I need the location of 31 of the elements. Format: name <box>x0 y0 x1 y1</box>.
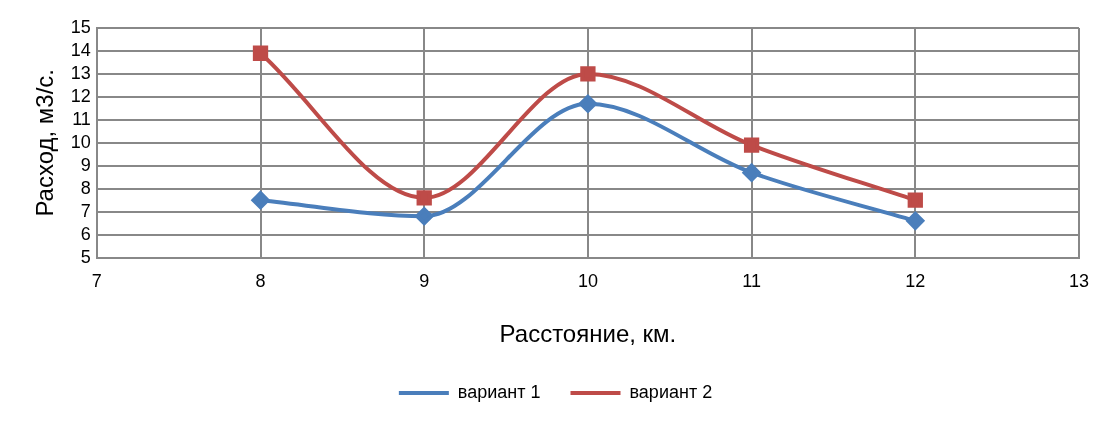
point <box>251 191 270 210</box>
y-axis-title: Расход, м3/с. <box>31 68 59 217</box>
point <box>742 163 761 182</box>
y-tick-label: 11 <box>72 108 91 129</box>
y-tick-label: 5 <box>80 246 91 267</box>
y-tick-label: 6 <box>80 223 91 244</box>
point <box>907 192 923 208</box>
y-tick-label: 12 <box>70 85 91 106</box>
x-tick-label: 10 <box>577 271 598 292</box>
y-tick-label: 15 <box>70 16 91 37</box>
x-axis-title: Расстояние, км. <box>499 320 677 348</box>
point <box>252 45 269 61</box>
point <box>906 211 925 230</box>
legend-label: вариант 2 <box>629 381 713 402</box>
x-tick-label: 12 <box>905 271 926 292</box>
legend-label: вариант 1 <box>457 381 541 402</box>
x-tick-label: 13 <box>1068 271 1089 292</box>
point <box>416 190 432 206</box>
x-tick-label: 9 <box>419 271 430 292</box>
y-tick-label: 7 <box>80 200 91 221</box>
x-tick-label: 11 <box>742 271 761 292</box>
point <box>415 207 434 226</box>
point <box>578 94 597 113</box>
point <box>743 137 760 153</box>
y-tick-label: 10 <box>70 131 91 152</box>
y-tick-label: 8 <box>80 177 91 198</box>
point <box>580 66 596 82</box>
y-tick-label: 13 <box>70 62 91 83</box>
y-tick-label: 9 <box>80 154 91 175</box>
x-tick-label: 8 <box>255 271 266 292</box>
y-tick-label: 14 <box>70 39 91 60</box>
